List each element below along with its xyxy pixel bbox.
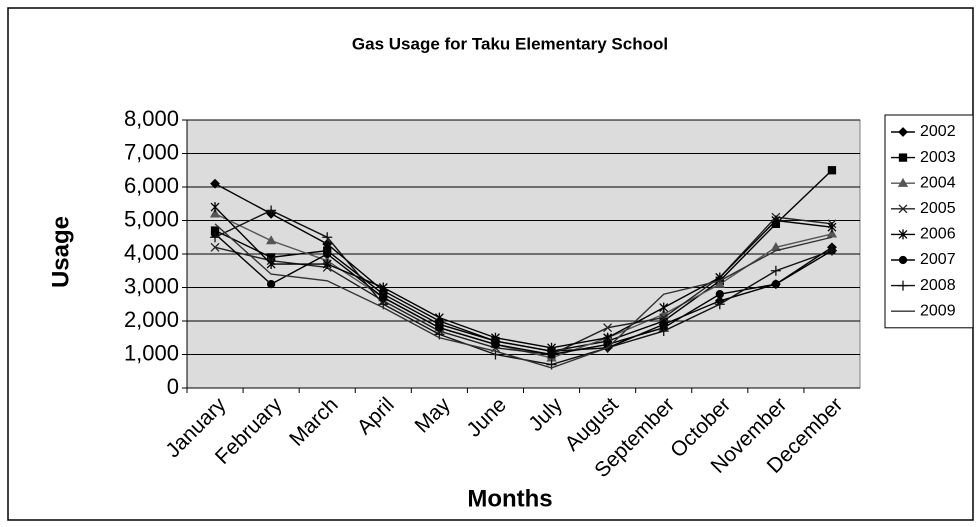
marker (826, 228, 838, 238)
marker (266, 205, 277, 216)
marker (826, 245, 837, 256)
y-tick-label: 7,000 (124, 139, 179, 164)
legend-marker (898, 153, 908, 162)
legend-label: 2007 (920, 251, 956, 268)
marker (210, 178, 220, 189)
legend-label: 2003 (920, 149, 956, 166)
marker (210, 232, 221, 243)
marker (659, 302, 669, 313)
y-tick-label: 0 (167, 374, 179, 399)
y-tick-label: 1,000 (124, 340, 179, 365)
legend-label: 2006 (920, 226, 956, 243)
marker (547, 350, 556, 359)
marker (714, 299, 725, 310)
legend-box (884, 114, 974, 329)
legend-label: 2009 (920, 302, 956, 319)
legend-marker (898, 229, 908, 240)
y-axis-label: Usage (47, 216, 74, 288)
legend-label: 2008 (920, 277, 956, 294)
marker (266, 279, 276, 289)
y-tick-label: 5,000 (124, 206, 179, 231)
marker (603, 323, 613, 333)
legend-marker (897, 177, 909, 187)
marker (434, 312, 444, 323)
legend-marker (898, 204, 908, 214)
marker (771, 279, 781, 289)
legend-marker (898, 280, 908, 291)
marker (322, 259, 332, 270)
series-line (214, 223, 833, 369)
marker (323, 249, 332, 259)
marker (827, 166, 837, 175)
marker (322, 232, 333, 243)
marker (491, 340, 500, 349)
y-tick-label: 6,000 (124, 173, 179, 198)
marker (770, 265, 781, 276)
marker (659, 313, 669, 323)
marker (714, 278, 725, 288)
marker (715, 290, 724, 299)
y-tick-label: 2,000 (124, 307, 179, 332)
legend-label: 2005 (920, 200, 956, 217)
y-tick-label: 8,000 (124, 106, 179, 131)
marker (210, 202, 220, 213)
marker (658, 326, 669, 337)
series-line (214, 233, 833, 356)
y-tick-label: 4,000 (124, 240, 179, 265)
marker (266, 259, 276, 270)
marker (209, 208, 221, 218)
series-line (214, 206, 833, 349)
chart-title: Gas Usage for Taku Elementary School (352, 34, 668, 53)
legend-label: 2004 (920, 174, 956, 191)
y-tick-label: 3,000 (124, 273, 179, 298)
legend-label: 2002 (920, 123, 956, 140)
x-axis-label: Months (467, 485, 552, 512)
marker (210, 242, 220, 252)
marker (771, 215, 781, 226)
legend-marker (898, 255, 908, 265)
marker (378, 282, 388, 293)
marker (266, 235, 277, 245)
legend-marker (898, 127, 908, 137)
series-line (214, 169, 833, 352)
marker (827, 222, 837, 233)
